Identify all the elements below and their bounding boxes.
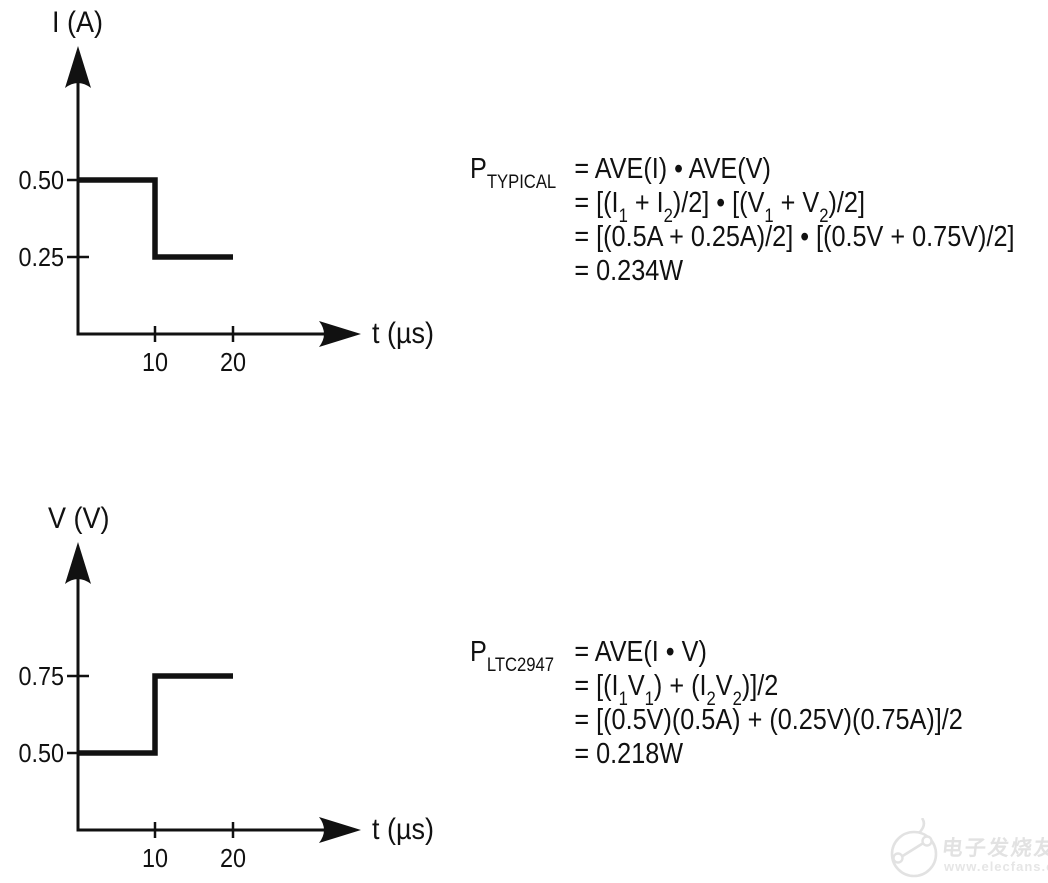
y-tick-label: 0.50	[18, 738, 64, 768]
x-tick-label: 20	[219, 843, 247, 873]
elecfans-watermark: 电子发烧友 www.elecfans.com	[878, 817, 1048, 883]
ptypical-equation-lines: = AVE(I) • AVE(V) = [(I1 + I2)/2] • [(V1 …	[574, 152, 1014, 288]
y-axis-arrowhead	[65, 46, 91, 88]
ptypical-equation-label: PTYPICAL	[470, 153, 557, 194]
current-x-axis-title: t (µs)	[372, 317, 435, 350]
elecfans-logo-icon	[890, 817, 938, 878]
y-tick-label: 0.50	[18, 165, 64, 195]
ptypical-equation: PTYPICAL = AVE(I) • AVE(V) = [(I1 + I2)/2…	[470, 152, 1015, 288]
voltage-waveform-plot	[65, 542, 361, 843]
voltage-waveform-chart: V (V) t (µs) 0.75 0.50 10 20	[0, 496, 470, 882]
x-tick-label: 20	[219, 347, 247, 377]
y-tick-label: 0.25	[18, 242, 64, 272]
pltc2947-equation: PLTC2947 = AVE(I • V) = [(I1V1) + (I2V2)]…	[470, 635, 963, 771]
x-axis-arrowhead	[319, 321, 361, 347]
voltage-x-axis-title: t (µs)	[372, 813, 435, 846]
equation-line: = 0.218W	[574, 738, 684, 770]
equation-line: = [(I1 + I2)/2] • [(V1 + V2)/2]	[574, 187, 865, 228]
equation-line: = [(0.5A + 0.25A)/2] • [(0.5V + 0.75V)/2…	[574, 221, 1015, 253]
watermark-url-text: www.elecfans.com	[944, 859, 1048, 874]
current-waveform-plot	[65, 46, 361, 347]
equation-line: = AVE(I) • AVE(V)	[574, 153, 771, 185]
current-waveform-chart: I (A) t (µs) 0.50 0.25 10 20	[0, 0, 470, 400]
voltage-y-axis-title: V (V)	[48, 502, 110, 535]
watermark-brand-text: 电子发烧友	[940, 837, 1048, 860]
equation-line: = AVE(I • V)	[574, 636, 707, 668]
current-y-axis-title: I (A)	[52, 6, 104, 39]
pltc2947-equation-lines: = AVE(I • V) = [(I1V1) + (I2V2)]/2 = [(0.5…	[574, 635, 962, 771]
equation-line: = [(0.5V)(0.5A) + (0.25V)(0.75A)]/2	[574, 704, 963, 736]
x-axis-arrowhead	[319, 817, 361, 843]
x-tick-label: 10	[141, 347, 169, 377]
x-tick-label: 10	[141, 843, 169, 873]
waveform-step-line	[77, 673, 233, 756]
y-axis-arrowhead	[65, 542, 91, 584]
equation-line: = [(I1V1) + (I2V2)]/2	[574, 670, 779, 711]
y-tick-label: 0.75	[18, 661, 64, 691]
waveform-step-line	[77, 177, 233, 260]
equation-line: = 0.234W	[574, 255, 684, 287]
pltc2947-equation-label: PLTC2947	[470, 636, 555, 677]
